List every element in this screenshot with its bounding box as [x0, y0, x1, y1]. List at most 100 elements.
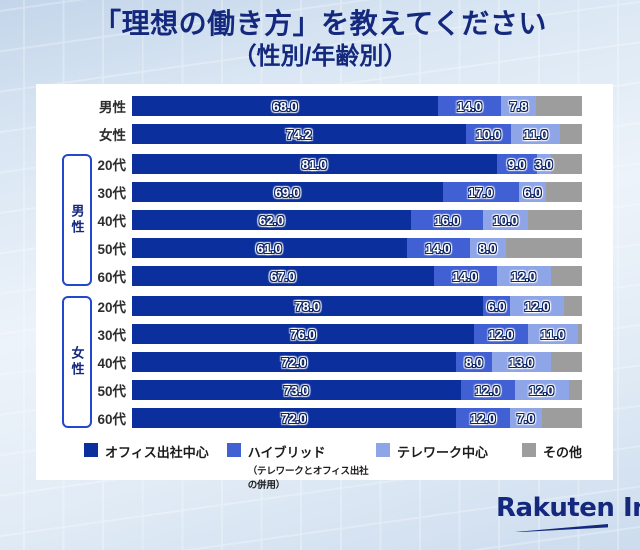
segment-value: 7.0 — [516, 410, 535, 426]
segment-value: 3.0 — [534, 156, 553, 172]
chart-row: 女性 74.2 10.0 11.0 — [92, 124, 582, 144]
bar-segment-other — [564, 296, 582, 316]
bar-segment-other — [546, 182, 582, 202]
bar-track: 73.0 12.0 12.0 — [132, 380, 582, 400]
bar-segment-hybrid: 10.0 — [465, 124, 511, 144]
bar-segment-telework: 6.0 — [519, 182, 546, 202]
bar-segment-telework: 7.0 — [510, 408, 542, 428]
group-column: 男性 — [62, 154, 92, 294]
segment-value: 74.2 — [286, 126, 312, 142]
bar-track: 61.0 14.0 8.0 — [132, 238, 582, 258]
row-label: 30代 — [97, 328, 126, 343]
legend-swatch-hybrid-icon — [226, 443, 241, 457]
legend-label: テレワーク中心 — [396, 445, 488, 460]
chart-section: 男性 20代 81.0 9.0 3.0 30代 69.0 17.0 6.0 40代 62.0 16.0… — [62, 154, 582, 294]
bar-segment-telework: 7.8 — [501, 96, 537, 116]
segment-value: 8.0 — [478, 240, 497, 256]
row-label: 60代 — [97, 270, 126, 285]
bar-segment-office: 68.0 — [132, 96, 438, 116]
bar-segment-office: 78.0 — [132, 296, 483, 316]
bar-segment-office: 62.0 — [132, 210, 411, 230]
legend-swatch-other-icon — [521, 443, 536, 457]
bar-segment-other — [550, 266, 582, 286]
chart-section: 男性 68.0 14.0 7.8 女性 74.2 10.0 11.0 — [62, 96, 582, 152]
segment-value: 11.0 — [523, 126, 548, 142]
rakuten-swoosh-icon — [515, 524, 608, 532]
bar-segment-hybrid: 9.0 — [496, 154, 537, 174]
chart-body: 男性 68.0 14.0 7.8 女性 74.2 10.0 11.0 男性 20代 81.0 9.0 3… — [62, 96, 582, 436]
segment-value: 12.0 — [474, 382, 501, 398]
chart-row: 60代 67.0 14.0 12.0 — [92, 266, 582, 286]
segment-value: 12.0 — [524, 298, 550, 314]
segment-value: 10.0 — [492, 212, 519, 228]
legend-swatch-office-icon — [84, 443, 98, 457]
chart-section: 女性 20代 78.0 6.0 12.0 30代 76.0 12.0 11.0 40代 72.0 8.… — [62, 296, 582, 436]
rakuten-logo-text: Rakuten In — [496, 493, 640, 523]
bar-track: 62.0 16.0 10.0 — [132, 210, 582, 230]
group-label-box: 女性 — [62, 296, 92, 428]
bar-segment-hybrid: 6.0 — [483, 296, 510, 316]
bar-segment-office: 61.0 — [132, 238, 407, 258]
group-column — [62, 96, 92, 152]
chart-row: 男性 68.0 14.0 7.8 — [92, 96, 582, 116]
rakuten-logo: Rakuten In — [496, 493, 640, 532]
legend-texts: ハイブリッド （テレワークとオフィス出社の併用） — [248, 442, 376, 491]
bar-track: 67.0 14.0 12.0 — [132, 266, 582, 286]
chart-row: 50代 61.0 14.0 8.0 — [92, 238, 582, 258]
legend-item-office: オフィス出社中心 — [84, 442, 209, 461]
bar-segment-other — [541, 408, 582, 428]
segment-value: 9.0 — [507, 156, 526, 172]
legend-texts: テレワーク中心 — [397, 442, 488, 461]
legend-swatch-telework-icon — [375, 443, 390, 457]
bar-segment-office: 72.0 — [132, 352, 456, 372]
chart-row: 30代 76.0 12.0 11.0 — [92, 324, 582, 344]
chart-row: 50代 73.0 12.0 12.0 — [92, 380, 582, 400]
segment-value: 11.0 — [540, 326, 566, 342]
segment-value: 78.0 — [294, 298, 321, 314]
title-line1: 「理想の働き方」を教えてください — [93, 8, 547, 39]
rows: 20代 81.0 9.0 3.0 30代 69.0 17.0 6.0 40代 62.0 16.0 10… — [92, 154, 582, 294]
segment-value: 76.0 — [290, 326, 316, 342]
bar-segment-other — [577, 324, 582, 344]
bar-segment-other — [568, 380, 582, 400]
bar-segment-office: 73.0 — [132, 380, 461, 400]
segment-value: 14.0 — [456, 98, 483, 114]
segment-value: 12.0 — [488, 326, 514, 342]
bar-track: 68.0 14.0 7.8 — [132, 96, 582, 116]
segment-value: 8.0 — [464, 354, 484, 370]
segment-value: 12.0 — [528, 382, 555, 398]
segment-value: 12.0 — [510, 268, 537, 284]
segment-value: 6.0 — [523, 184, 542, 200]
bar-segment-hybrid: 12.0 — [456, 408, 510, 428]
legend: オフィス出社中心 ハイブリッド （テレワークとオフィス出社の併用） テレワーク中心 その… — [62, 442, 582, 491]
segment-value: 68.0 — [272, 98, 298, 114]
bar-segment-hybrid: 12.0 — [474, 324, 528, 344]
chart-row: 60代 72.0 12.0 7.0 — [92, 408, 582, 428]
bar-segment-hybrid: 12.0 — [460, 380, 515, 400]
row-label: 40代 — [97, 214, 126, 229]
segment-value: 10.0 — [475, 126, 502, 142]
bar-segment-telework: 12.0 — [510, 296, 564, 316]
bar-segment-other — [550, 154, 582, 174]
legend-label: オフィス出社中心 — [105, 445, 209, 460]
group-label: 男性 — [69, 204, 85, 236]
bar-track: 74.2 10.0 11.0 — [132, 124, 582, 144]
legend-texts: その他 — [543, 442, 582, 461]
row-label: 60代 — [97, 412, 126, 427]
legend-texts: オフィス出社中心 — [105, 442, 209, 461]
bar-segment-office: 81.0 — [132, 154, 497, 174]
segment-value: 12.0 — [470, 410, 496, 426]
legend-item-telework: テレワーク中心 — [375, 442, 488, 461]
bar-segment-telework: 8.0 — [469, 238, 506, 258]
bar-segment-office: 69.0 — [132, 182, 443, 202]
title-line2: （性別/年齢別） — [232, 43, 408, 71]
row-label: 30代 — [97, 186, 126, 201]
row-label: 男性 — [99, 100, 126, 115]
chart-row: 40代 62.0 16.0 10.0 — [92, 210, 582, 230]
chart-panel: 男性 68.0 14.0 7.8 女性 74.2 10.0 11.0 男性 20代 81.0 9.0 3… — [36, 84, 613, 491]
bar-segment-other — [536, 96, 582, 116]
bar-segment-hybrid: 14.0 — [406, 238, 470, 258]
segment-value: 6.0 — [487, 298, 506, 314]
bar-segment-other — [560, 124, 582, 144]
segment-value: 14.0 — [452, 268, 478, 284]
